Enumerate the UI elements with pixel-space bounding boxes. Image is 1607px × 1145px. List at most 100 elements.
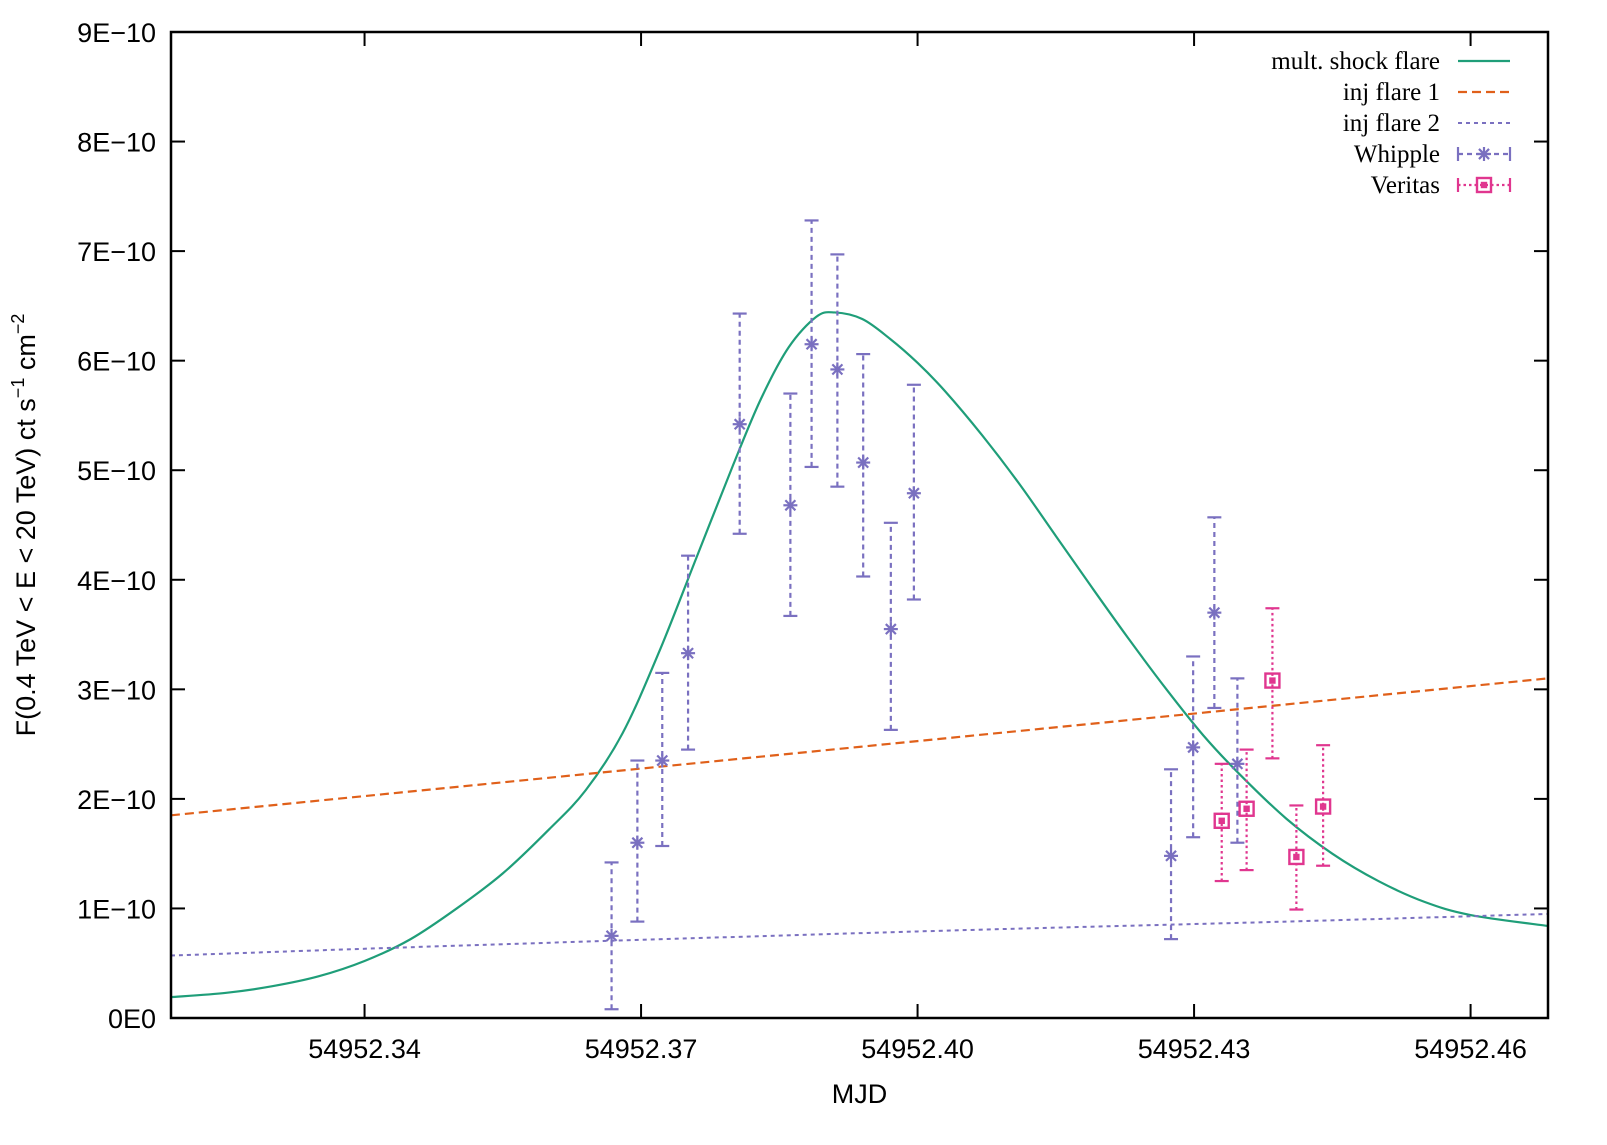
series-layer	[171, 219, 1548, 1011]
marker-stroke	[1208, 606, 1221, 619]
y-axis-label-mid: cm	[11, 334, 41, 378]
legend: mult. shock flare inj flare 1 inj flare 2 W…	[1271, 48, 1512, 199]
whipple-errorbar	[906, 383, 921, 601]
marker-stroke	[682, 647, 694, 659]
legend-veritas-sample	[1456, 178, 1512, 192]
x-tick-label: 54952.40	[861, 1034, 974, 1064]
series-line-mult-shock-flare	[171, 311, 1548, 999]
marker-stroke	[631, 836, 644, 849]
x-tick-label: 54952.46	[1414, 1034, 1527, 1064]
veritas-point	[1314, 798, 1332, 815]
plot-frame	[169, 30, 1550, 1020]
marker-dot	[1269, 677, 1276, 684]
legend-label: mult. shock flare	[1271, 48, 1440, 75]
marker-stroke	[908, 487, 920, 500]
whipple-point	[681, 646, 696, 661]
y-axis-label-sup2: −2	[8, 314, 28, 335]
legend-label: Whipple	[1354, 141, 1440, 168]
y-tick-label: 9E−10	[77, 18, 156, 48]
marker-dot	[1480, 181, 1488, 189]
y-tick-label: 7E−10	[77, 237, 156, 267]
y-axis-label-main: F(0.4 TeV < E < 20 TeV) ct s	[11, 398, 41, 736]
whipple-errorbar	[630, 759, 645, 923]
whipple-errorbar	[830, 253, 845, 488]
y-axis-label: F(0.4 TeV < E < 20 TeV) ct s−1 cm−2	[8, 314, 41, 737]
series-line-inj-flare-2	[171, 912, 1548, 957]
marker-square	[1264, 672, 1281, 689]
legend-label: inj flare 1	[1343, 79, 1440, 106]
whipple-point	[604, 928, 619, 943]
veritas-points	[1213, 607, 1332, 911]
whipple-point	[883, 622, 898, 637]
y-tick-label: 5E−10	[77, 456, 156, 486]
legend-whipple-sample	[1456, 147, 1512, 161]
legend-label: inj flare 2	[1343, 110, 1440, 137]
marker-stroke	[1187, 741, 1199, 754]
marker-stroke	[605, 930, 618, 942]
x-tick-label: 54952.43	[1138, 1034, 1251, 1064]
veritas-errorbar	[1239, 748, 1254, 872]
y-axis-label-sup1: −1	[8, 378, 28, 399]
veritas-errorbar	[1316, 744, 1331, 867]
marker-stroke	[885, 623, 897, 635]
whipple-point	[856, 455, 871, 470]
legend-marker	[1475, 176, 1493, 194]
veritas-point	[1238, 800, 1255, 817]
marker-stroke	[831, 363, 844, 376]
veritas-point	[1288, 848, 1305, 866]
marker-stroke	[1165, 850, 1177, 862]
y-tick-label: 4E−10	[77, 566, 156, 596]
marker-dot	[1218, 817, 1225, 824]
veritas-point	[1264, 672, 1281, 689]
marker-square	[1475, 176, 1493, 194]
marker-stroke	[1231, 758, 1244, 770]
whipple-point	[1207, 605, 1222, 620]
x-tick-label: 54952.37	[585, 1034, 698, 1064]
marker-stroke	[857, 456, 870, 469]
y-tick-label: 3E−10	[77, 675, 156, 705]
whipple-point	[732, 417, 747, 432]
marker-dot	[1293, 853, 1300, 861]
whipple-point	[804, 337, 819, 352]
whipple-errorbar	[804, 219, 819, 469]
series-line-inj-flare-1	[171, 677, 1548, 817]
veritas-errorbar	[1214, 762, 1229, 883]
marker-stroke	[656, 754, 669, 767]
whipple-point	[1230, 756, 1245, 771]
marker-stroke	[805, 338, 818, 351]
whipple-point	[906, 486, 921, 501]
marker-stroke	[1478, 148, 1490, 160]
x-tick-label: 54952.34	[308, 1034, 421, 1064]
y-ticks: 0E0 1E−10 2E−10 3E−10 4E−10 5E−10 6E−10 7E−10 8E…	[77, 18, 1548, 1034]
whipple-errorbar	[681, 554, 696, 751]
whipple-point	[783, 498, 798, 513]
marker-square	[1213, 812, 1230, 829]
marker-square	[1314, 798, 1332, 815]
veritas-errorbar	[1289, 804, 1304, 911]
x-axis-label: MJD	[832, 1079, 888, 1109]
x-ticks: 54952.34 54952.37 54952.40 54952.43 54952.46	[308, 32, 1527, 1064]
veritas-point	[1213, 812, 1230, 829]
whipple-point	[1186, 740, 1201, 755]
y-tick-label: 1E−10	[77, 894, 156, 924]
legend-label: Veritas	[1371, 172, 1440, 199]
marker-stroke	[733, 418, 746, 431]
whipple-points	[604, 219, 1245, 1011]
whipple-errorbar	[655, 671, 670, 848]
y-tick-label: 8E−10	[77, 128, 156, 158]
marker-dot	[1243, 805, 1250, 812]
marker-stroke	[784, 499, 797, 512]
marker-dot	[1319, 803, 1327, 810]
y-tick-label: 0E0	[108, 1004, 156, 1034]
y-tick-label: 6E−10	[77, 347, 156, 377]
whipple-point	[630, 835, 645, 850]
axes-layer: 54952.34 54952.37 54952.40 54952.43 54952.46…	[8, 18, 1550, 1109]
whipple-errorbar	[1207, 516, 1222, 710]
veritas-errorbar	[1265, 607, 1280, 760]
marker-square	[1288, 848, 1305, 866]
legend-marker	[1477, 147, 1491, 161]
whipple-point	[1164, 848, 1179, 863]
whipple-point	[830, 362, 845, 377]
marker-square	[1238, 800, 1255, 817]
